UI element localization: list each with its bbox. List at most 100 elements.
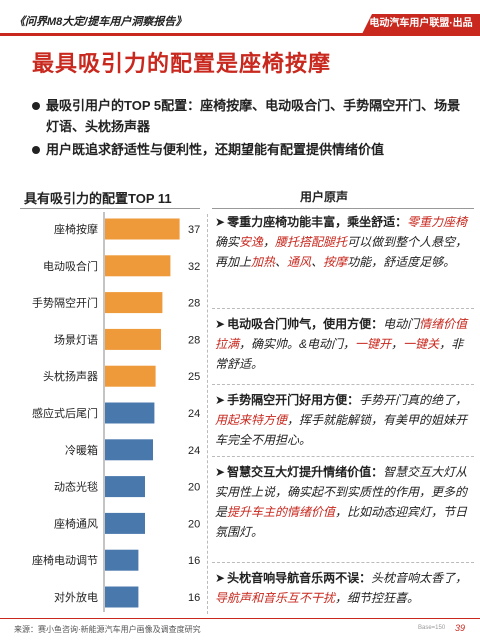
value-label: 37.3% [188,224,200,236]
value-label: 25.3% [188,371,200,383]
highlighted-phrase: 一键开 [355,337,392,351]
arrow-icon: ➤ [215,465,226,479]
footer-divider [0,618,480,619]
quote-text: 电动门 [383,317,420,331]
value-label: 20.0% [188,482,200,494]
voice-title-underline [212,208,474,209]
finding-text: 用户既追求舒适性与便利性，还期望能有配置提供情绪价值 [46,142,385,157]
highlighted-phrase: 用起来特方便 [215,413,288,427]
category-label: 动态光毯 [54,480,98,494]
quote-divider [212,562,474,563]
quote-headline: 智慧交互大灯提升情绪价值： [227,465,384,479]
user-voice-title: 用户原声 [300,190,349,204]
quote-text: ，非常舒适。 [215,337,464,371]
bar [105,476,145,498]
finding-item: 最吸引用户的TOP 5配置：座椅按摩、电动吸合门、手势隔空开门、场景灯语、头枕扬… [32,95,472,137]
arrow-icon: ➤ [215,393,226,407]
category-label: 座椅电动调节 [32,553,98,567]
value-label: 16.7% [188,592,200,604]
key-findings: 最吸引用户的TOP 5配置：座椅按摩、电动吸合门、手势隔空开门、场景灯语、头枕扬… [32,95,472,162]
bar [105,586,139,608]
user-quote: ➤ 手势隔空开门好用方便：手势开门真的绝了， 用起来特方便，挥手就能解锁，有美甲的姐… [215,390,473,450]
quote-text: ，挥手就能解锁，有美甲的姐妹开车完全不用担心。 [215,413,468,447]
category-label: 座椅通风 [54,516,98,530]
bar [105,292,163,314]
arrow-icon: ➤ [215,317,226,331]
category-label: 手势隔空开门 [32,296,98,310]
value-label: 20.0% [188,518,200,530]
quote-text: 、 [275,255,288,269]
quote-text: ， [263,235,276,249]
quote-text: ，细节控狂喜。 [335,591,420,605]
header-divider [0,33,480,36]
value-label: 24.7% [188,408,200,420]
category-label: 感应式后尾门 [32,406,98,420]
user-quote: ➤ 智慧交互大灯提升情绪价值：智慧交互大灯从实用性上说，确实起不到实质性的作用，更… [215,462,473,542]
footer-source: 来源：赛小鱼咨询·新能源汽车用户画像及调查度研究 [14,625,201,634]
user-quote: ➤ 头枕音响导航音乐两不误：头枕音响太香了， 导航声和音乐互不干扰，细节控狂喜。 [215,568,473,608]
page-number: 39 [455,623,466,633]
bar [105,402,155,424]
quote-text: 头枕音响太香了， [371,571,468,585]
quote-headline: 零重力座椅功能丰富，乘坐舒适： [227,215,408,229]
quote-headline: 手势隔空开门好用方便： [227,393,360,407]
user-quote: ➤ 电动吸合门帅气，使用方便：电动门情绪价值拉满，确实帅。&电动门，一键开，一键关… [215,314,473,374]
value-label: 28.0% [188,334,200,346]
arrow-icon: ➤ [215,571,226,585]
quote-text: 功能，舒适度足够。 [347,255,456,269]
quote-text: ，确实帅。&电动门， [239,337,356,351]
quote-text: 可以做到整个人悬空，再加上 [215,235,468,269]
page-header: 《问界M8大定/提车用户洞察报告》 电动汽车用户联盟·出品 [0,0,480,40]
category-label: 场景灯语 [54,332,98,346]
value-label: 16.7% [188,555,200,567]
bar [105,328,161,350]
quote-text: 确实 [215,235,240,249]
quote-divider [212,384,474,385]
bar [105,512,145,534]
bullet-dot-icon [32,102,40,110]
category-label: 头枕扬声器 [43,369,98,383]
category-label: 冷暖箱 [65,443,98,457]
finding-text: 最吸引用户的TOP 5配置：座椅按摩、电动吸合门、手势隔空开门、场景灯语、头枕扬… [46,98,461,134]
quote-text: ，比如动态迎宾灯，节日氛围灯。 [215,505,468,539]
page-title: 最具吸引力的配置是座椅按摩 [32,51,332,76]
quote-text: 智慧交互大灯从实用性上说，确实起不到实质性的作用，更多的是 [215,465,468,519]
value-label: 32.7% [188,261,200,273]
category-label: 电动吸合门 [43,259,98,273]
quote-text: 、 [311,255,324,269]
highlighted-phrase: 提升车主的情绪价值 [227,505,336,519]
arrow-icon: ➤ [215,215,226,229]
bullet-dot-icon [32,146,40,154]
category-label: 座椅按摩 [54,222,98,236]
highlighted-phrase: 加热 [251,255,276,269]
highlighted-phrase: 一键关 [403,337,440,351]
highlighted-phrase: 安逸 [239,235,264,249]
highlighted-phrase: 通风 [287,255,312,269]
highlighted-phrase: 情绪价值拉满 [215,317,468,351]
bar [105,255,171,277]
quote-text: ， [391,337,404,351]
bar [105,218,180,240]
report-title: 《问界M8大定/提车用户洞察报告》 [14,16,187,28]
highlighted-phrase: 腰托搭配腿托 [275,235,348,249]
page-footer: 来源：赛小鱼咨询·新能源汽车用户画像及调查度研究 Base=150 39 [0,618,480,640]
bar [105,365,156,387]
top11-config-bar-chart: 座椅按摩 37.3% 电动吸合门 32.7% 手势隔空开门 28.7% 场景灯语 28.0% 头… [32,212,200,612]
bar [105,549,139,571]
category-label: 对外放电 [54,590,98,604]
chart-title: 具有吸引力的配置TOP 11 [24,191,172,206]
user-quote: ➤ 零重力座椅功能丰富，乘坐舒适：零重力座椅确实安逸，腰托搭配腿托可以做到整个人悬… [215,212,473,272]
bar [105,439,153,461]
quote-divider [212,308,474,309]
brand-badge: 电动汽车用户联盟·出品 [362,14,480,34]
column-divider [207,214,208,614]
highlighted-phrase: 零重力座椅 [407,215,468,229]
finding-item: 用户既追求舒适性与便利性，还期望能有配置提供情绪价值 [32,139,472,160]
quote-divider [212,456,474,457]
value-label: 28.7% [188,298,200,310]
quote-text: 手势开门真的绝了， [359,393,468,407]
highlighted-phrase: 导航声和音乐互不干扰 [215,591,336,605]
quote-headline: 头枕音响导航音乐两不误： [227,571,372,585]
quote-headline: 电动吸合门帅气，使用方便： [227,317,384,331]
chart-title-underline [20,208,200,209]
